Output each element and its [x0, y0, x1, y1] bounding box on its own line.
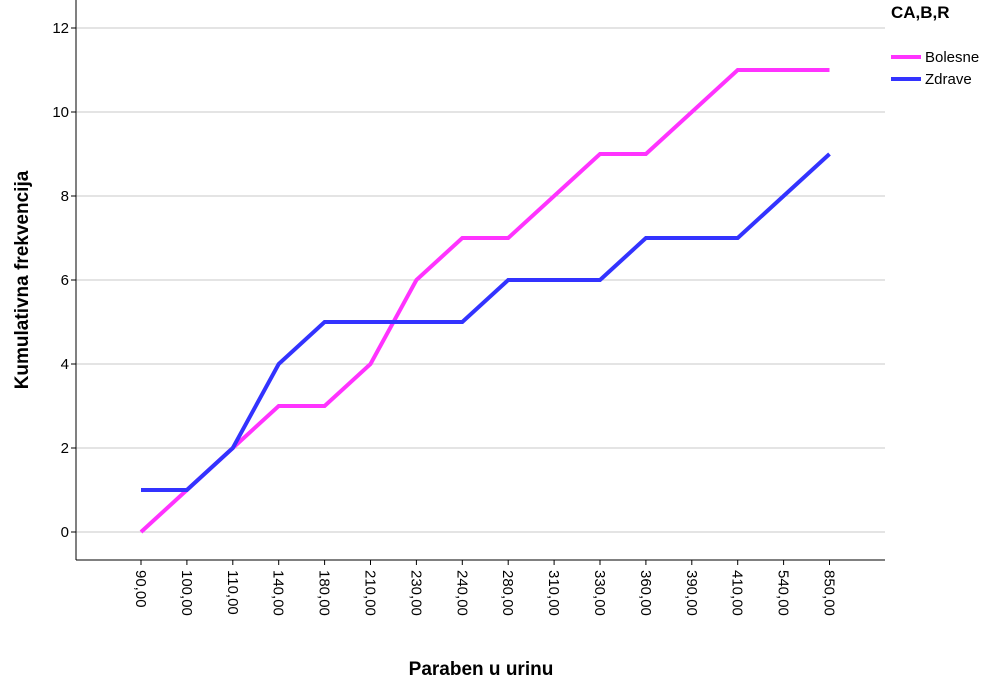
y-tick-label: 8	[61, 188, 69, 205]
x-tick-label: 140,00	[270, 570, 287, 616]
y-tick-label: 10	[52, 104, 69, 121]
x-tick-label: 230,00	[407, 570, 424, 616]
y-tick-label: 6	[61, 272, 69, 289]
x-axis-ticks: 90,00 100,00 110,00 140,00 180,00 210,00 230,0…	[132, 560, 838, 616]
series-line-zdrave	[141, 152, 831, 492]
y-axis-title: Kumulativna frekvencija	[12, 170, 33, 389]
y-axis-ticks: 0 2 4 6 8 10 12	[52, 20, 76, 541]
legend-label-bolesne: Bolesne	[925, 49, 979, 66]
legend-title: CA,B,R	[891, 3, 950, 22]
x-tick-label: 240,00	[453, 570, 470, 616]
x-tick-label: 360,00	[637, 570, 654, 616]
x-tick-label: 390,00	[683, 570, 700, 616]
series-line-bolesne	[139, 68, 830, 534]
legend-items: Bolesne Zdrave	[891, 49, 979, 88]
y-tick-label: 0	[61, 524, 69, 541]
x-tick-label: 180,00	[316, 570, 333, 616]
y-tick-label: 2	[61, 440, 69, 457]
x-tick-label: 330,00	[591, 570, 608, 616]
x-tick-label: 310,00	[545, 570, 562, 616]
x-tick-label: 110,00	[224, 570, 241, 615]
y-tick-label: 12	[52, 20, 69, 37]
x-tick-label: 100,00	[178, 570, 195, 616]
x-axis-title: Paraben u urinu	[409, 659, 554, 680]
series-lines	[139, 68, 831, 534]
x-tick-label: 90,00	[132, 570, 149, 608]
legend: CA,B,R Bolesne Zdrave	[891, 3, 979, 88]
x-tick-label: 280,00	[499, 570, 516, 616]
x-tick-label: 850,00	[821, 570, 838, 616]
x-tick-label: 410,00	[729, 570, 746, 616]
gridlines	[76, 27, 885, 533]
legend-label-zdrave: Zdrave	[925, 71, 972, 88]
x-tick-label: 540,00	[775, 570, 792, 616]
x-tick-label: 210,00	[362, 570, 379, 616]
y-tick-label: 4	[61, 356, 69, 373]
